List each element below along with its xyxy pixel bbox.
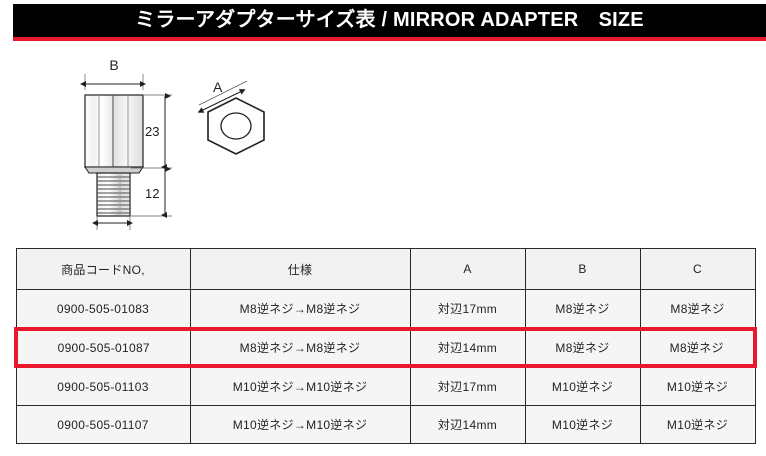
cell-a: 対辺14mm [409, 327, 526, 368]
cell-b: M10逆ネジ [524, 365, 641, 406]
column-header-b: B [524, 248, 641, 290]
cell-b: M8逆ネジ [524, 327, 641, 368]
side-view [84, 94, 144, 217]
cell-b: M8逆ネジ [524, 289, 641, 330]
column-header-spec: 仕様 [189, 248, 411, 290]
cell-b: M10逆ネジ [524, 405, 641, 444]
label-b: B [109, 57, 118, 73]
cell-code: 0900-505-01103 [15, 365, 191, 406]
cell-code: 0900-505-01087 [14, 327, 191, 368]
cell-a: 対辺14mm [409, 405, 526, 444]
value-thread-length: 12 [145, 186, 159, 201]
top-view-hexagon: A [197, 79, 265, 155]
adapter-drawing-svg: B C 23 12 A [80, 57, 265, 247]
column-header-code: 商品コードNO, [15, 248, 191, 290]
cell-c: M10逆ネジ [639, 365, 756, 406]
cell-c: M8逆ネジ [639, 289, 756, 330]
column-header-c: C [639, 248, 756, 290]
cell-a: 対辺17mm [409, 289, 526, 330]
table-header-row: 商品コードNO, 仕様 A B C [15, 248, 756, 290]
dimension-c: C [92, 216, 133, 247]
table-row[interactable]: 0900-505-01083 M8逆ネジ→M8逆ネジ 対辺17mm M8逆ネジ … [15, 289, 756, 330]
cell-spec: M10逆ネジ→M10逆ネジ [189, 405, 411, 444]
specification-table: 商品コードNO, 仕様 A B C 0900-505-01083 M8逆ネジ→M… [14, 248, 757, 444]
cell-code: 0900-505-01107 [15, 405, 191, 444]
column-header-a: A [409, 248, 526, 290]
value-body-height: 23 [145, 124, 159, 139]
dimension-12: 12 [131, 166, 172, 218]
cell-spec: M8逆ネジ→M8逆ネジ [189, 289, 411, 330]
page-title: ミラーアダプターサイズ表 / MIRROR ADAPTER SIZE [135, 9, 644, 31]
cell-spec: M10逆ネジ→M10逆ネジ [189, 365, 411, 406]
cell-c: M10逆ネジ [639, 405, 756, 444]
label-c: C [108, 231, 118, 233]
product-dimension-diagram: B C 23 12 A [0, 48, 766, 260]
cell-c: M8逆ネジ [639, 327, 757, 368]
title-banner: ミラーアダプターサイズ表 / MIRROR ADAPTER SIZE [13, 4, 766, 41]
label-a: A [213, 79, 223, 95]
table-row-highlighted[interactable]: 0900-505-01087 M8逆ネジ→M8逆ネジ 対辺14mm M8逆ネジ … [14, 327, 757, 368]
cell-a: 対辺17mm [409, 365, 526, 406]
dimension-b: B [80, 57, 146, 90]
table-row[interactable]: 0900-505-01107 M10逆ネジ→M10逆ネジ 対辺14mm M10逆… [15, 405, 756, 444]
table-row[interactable]: 0900-505-01103 M10逆ネジ→M10逆ネジ 対辺17mm M10逆… [15, 365, 756, 406]
cell-code: 0900-505-01083 [15, 289, 191, 330]
cell-spec: M8逆ネジ→M8逆ネジ [189, 327, 411, 368]
